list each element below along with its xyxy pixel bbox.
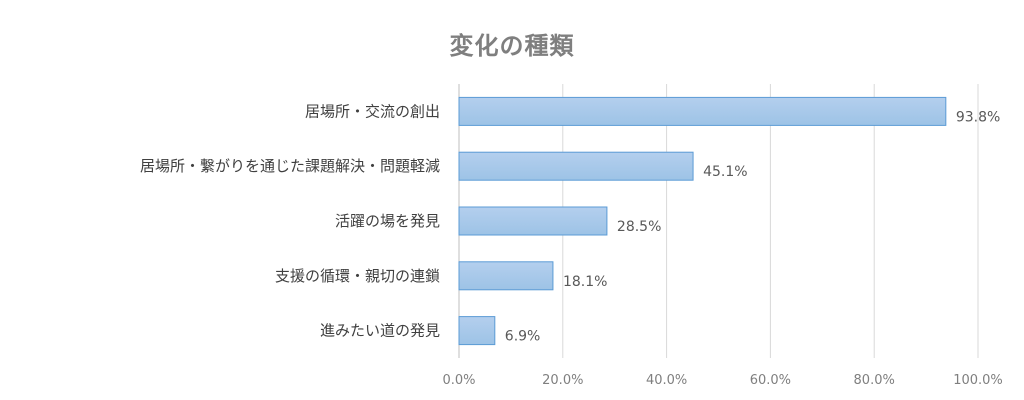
value-label: 45.1% [703, 164, 747, 180]
x-tick-label: 80.0% [854, 373, 895, 388]
x-tick-label: 60.0% [750, 373, 791, 388]
labels: 0.0% 20.0% 40.0% 60.0% 80.0% 100.0% 居場所・交流の創出 9… [140, 102, 1003, 388]
category-label: 支援の循環・親切の連鎖 [275, 267, 440, 285]
bar [458, 151, 694, 181]
category-label: 居場所・繋がりを通じた課題解決・問題軽減 [140, 157, 440, 175]
value-label: 28.5% [617, 219, 661, 235]
bar [458, 96, 947, 126]
x-tick-label: 100.0% [953, 373, 1003, 388]
value-label: 6.9% [505, 329, 541, 345]
bars [458, 96, 947, 346]
x-tick-label: 40.0% [646, 373, 687, 388]
bar [458, 316, 496, 346]
value-label: 93.8% [956, 109, 1000, 125]
chart-title: 変化の種類 [449, 32, 575, 60]
value-label: 18.1% [563, 274, 607, 290]
category-label: 居場所・交流の創出 [305, 102, 440, 120]
category-label: 活躍の場を発見 [335, 212, 440, 230]
bar [458, 261, 554, 291]
x-tick-label: 20.0% [542, 373, 583, 388]
x-tick-label: 0.0% [442, 373, 475, 388]
category-label: 進みたい道の発見 [320, 322, 440, 340]
bar [458, 206, 608, 236]
